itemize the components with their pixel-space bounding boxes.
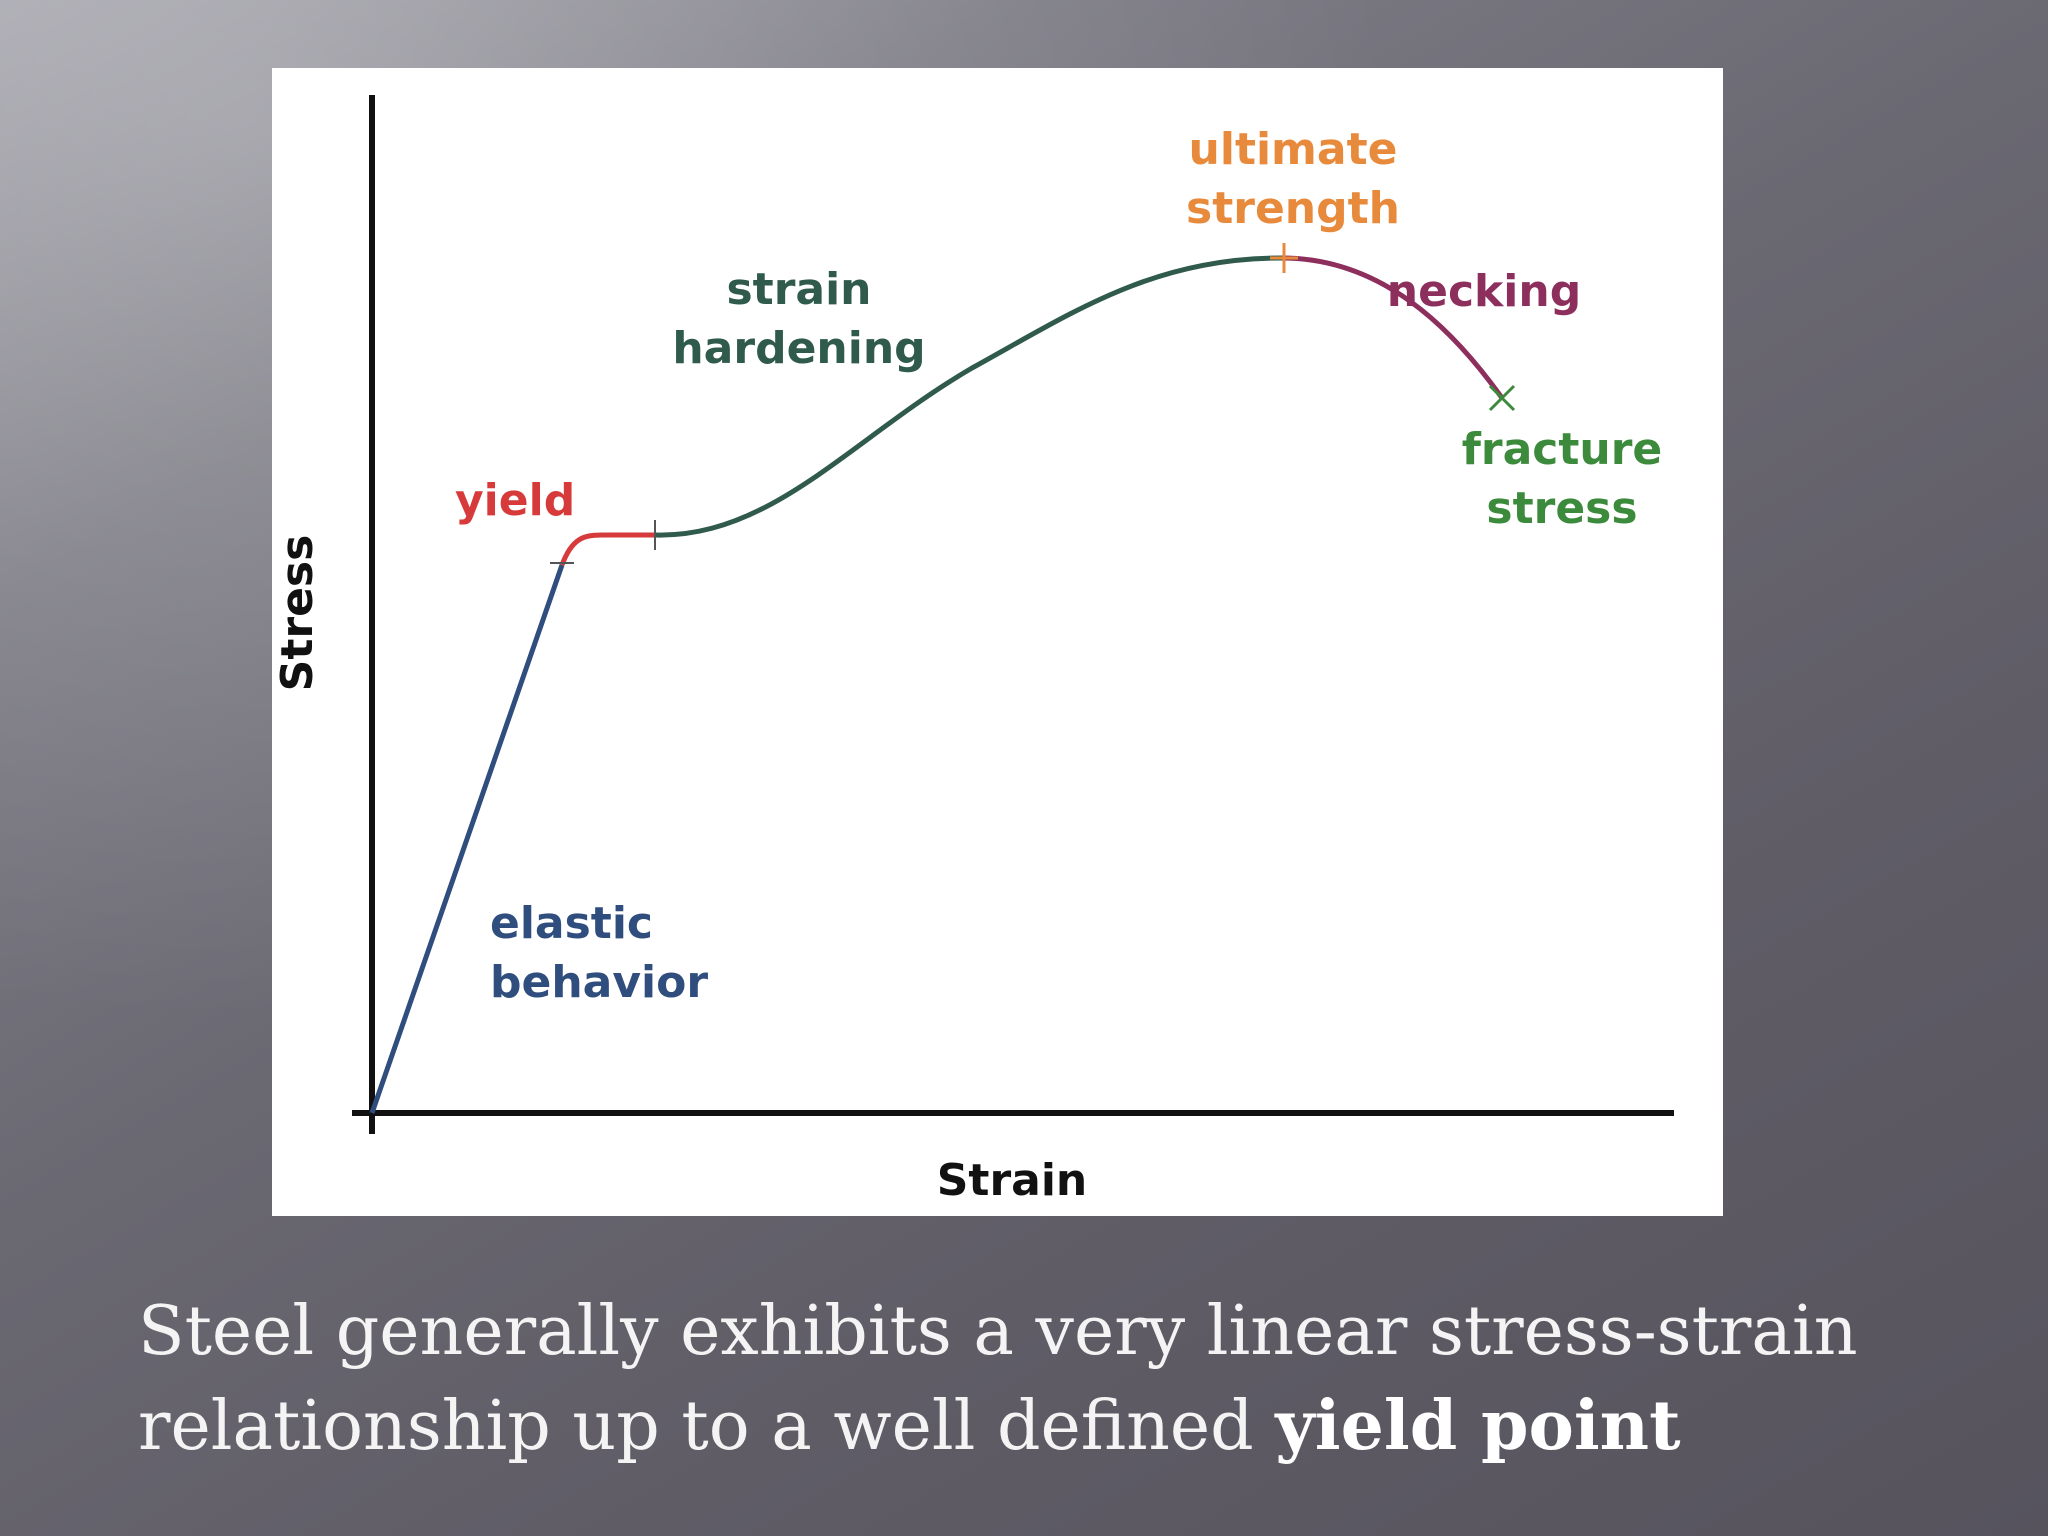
curve-necking <box>1281 255 1505 400</box>
curve-strain-hardening <box>654 255 1283 538</box>
fracture-marker-b <box>1488 384 1516 412</box>
curve-yield <box>559 532 655 566</box>
strain-hardening-label-line2: hardening <box>672 323 925 374</box>
yield-point-emphasis: yield point <box>1275 1386 1681 1466</box>
elastic-behavior-label-line2: behavior <box>490 957 708 1008</box>
caption-line-1: Steel generally exhibits a very linear s… <box>138 1292 1858 1371</box>
stress-strain-diagram: yield strain hardening ultimate strength… <box>272 95 1674 1206</box>
ultimate-strength-label-line1: ultimate <box>1189 124 1398 175</box>
x-axis-label: Strain <box>937 1155 1088 1206</box>
necking-label: necking <box>1387 266 1581 317</box>
caption-line-2: relationship up to a well defined yield … <box>138 1379 1938 1474</box>
elastic-behavior-label-line1: elastic <box>490 898 653 949</box>
caption-line-2-text: relationship up to a well defined <box>138 1387 1276 1466</box>
strain-hardening-label-line1: strain <box>726 264 871 315</box>
ultimate-strength-label-line2: strength <box>1186 183 1400 234</box>
curve-elastic <box>369 564 565 1114</box>
yield-label: yield <box>455 475 575 526</box>
y-axis-label: Stress <box>272 535 323 692</box>
fracture-stress-label-line1: fracture <box>1462 424 1663 475</box>
stress-strain-figure: yield strain hardening ultimate strength… <box>272 68 1723 1216</box>
slide-caption: Steel generally exhibits a very linear s… <box>138 1285 1938 1474</box>
fracture-stress-label-line2: stress <box>1486 483 1637 534</box>
